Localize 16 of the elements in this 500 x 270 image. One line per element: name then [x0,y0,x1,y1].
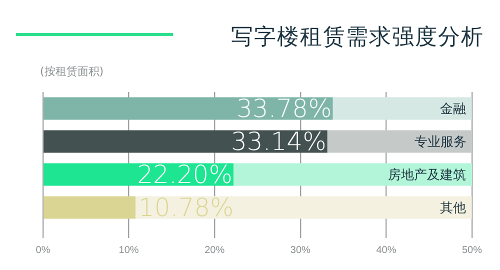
x-tick-label: 10% [118,244,139,256]
y-tick-label: 其他 [440,200,466,216]
chart-title: 写字楼租赁需求强度分析 [231,24,484,52]
data-label: 33.14% [231,127,326,156]
x-tick-label: 20% [204,244,225,256]
data-label: 10.78% [138,193,234,222]
y-tick-label: 金融 [440,102,466,117]
x-tick-label: 30% [290,244,311,256]
chart-subtitle: (按租赁面积) [40,64,104,79]
x-tick-label: 40% [376,244,396,256]
data-label: 33.78% [236,94,332,123]
y-tick-label: 房地产及建筑 [388,166,466,183]
x-tick-label: 50% [462,244,482,256]
data-label: 22.20% [137,160,232,189]
x-tick-label: 0% [36,244,50,256]
y-tick-label: 专业服务 [414,134,466,150]
